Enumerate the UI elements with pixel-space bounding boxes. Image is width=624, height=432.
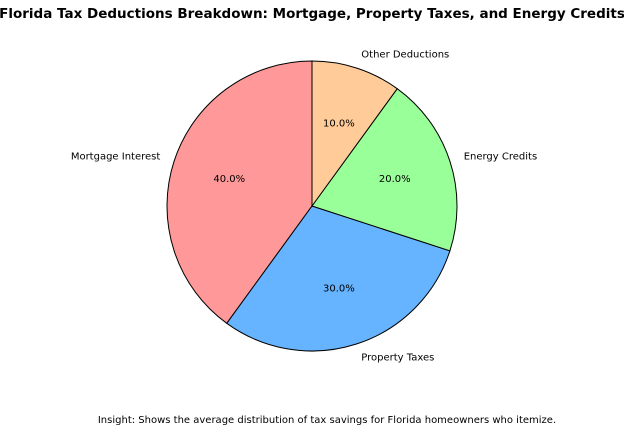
slice-label: Property Taxes: [361, 353, 434, 364]
slice-label: Other Deductions: [361, 49, 449, 60]
value-label: 40.0%: [213, 174, 245, 185]
pie-slice: [166, 60, 313, 325]
slice-label: Mortgage Interest: [71, 152, 161, 163]
value-label: 30.0%: [323, 284, 355, 295]
value-label: 20.0%: [379, 174, 411, 185]
pie-slice: [226, 205, 451, 352]
insight: Insight: Shows the average distribution …: [98, 415, 556, 426]
pie-slice: [311, 87, 458, 252]
slice-label: Energy Credits: [464, 152, 537, 163]
pie-slice: [311, 60, 398, 208]
chart-title: Florida Tax Deductions Breakdown: Mortga…: [0, 6, 624, 22]
value-label: 10.0%: [323, 118, 355, 129]
